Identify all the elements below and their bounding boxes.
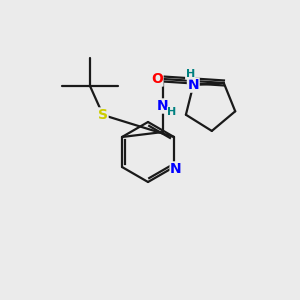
Text: O: O xyxy=(151,72,163,86)
Text: N: N xyxy=(170,162,182,176)
Text: N: N xyxy=(157,99,169,113)
Text: S: S xyxy=(98,108,108,122)
Text: H: H xyxy=(186,69,195,79)
Text: H: H xyxy=(167,107,177,117)
Text: N: N xyxy=(188,78,199,92)
